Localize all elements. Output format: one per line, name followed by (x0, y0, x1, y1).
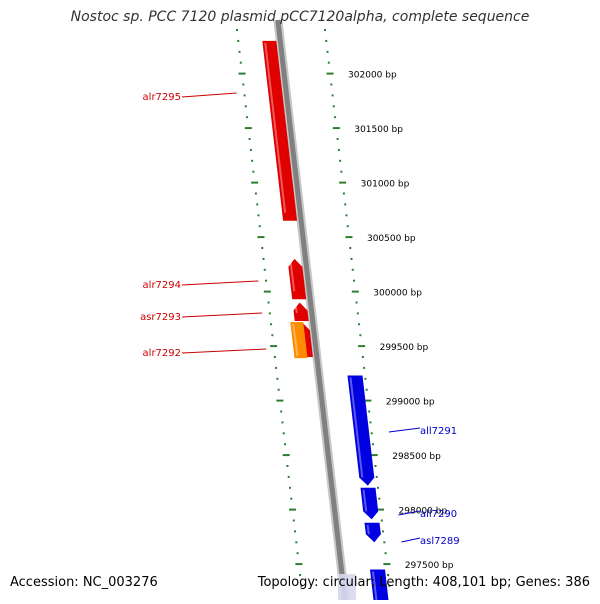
position-label: 301500 bp (354, 125, 403, 135)
gene-highlight (362, 489, 368, 512)
tick-layer (236, 29, 391, 587)
position-label: 299500 bp (380, 343, 429, 353)
position-label: 300500 bp (367, 234, 416, 244)
reverse-gene (370, 569, 389, 604)
position-label: 298000 bp (399, 507, 448, 517)
label-layer: 302000 bp 301500 bp 301000 bp 300500 bp 3000… (140, 71, 459, 571)
gene-highlight (349, 377, 364, 478)
position-label: 298500 bp (392, 452, 441, 462)
gene-leader-line (181, 92, 237, 98)
gene-fade (338, 574, 356, 600)
position-label: 302000 bp (348, 71, 397, 81)
gene-highlight (371, 571, 378, 604)
backbone-line (275, 19, 348, 604)
gene-label: alr7294 (143, 280, 181, 291)
gene-leader-line (181, 280, 259, 286)
gene-leader-line (388, 427, 421, 433)
position-label: 301000 bp (361, 180, 410, 190)
gene-highlight (292, 323, 299, 357)
gene-label: alr7295 (143, 92, 181, 103)
position-label: 299000 bp (386, 398, 435, 408)
gene-highlight (294, 304, 298, 314)
reverse-gene (347, 375, 375, 486)
topology-summary: Topology: circular; Length: 408,101 bp; … (257, 575, 590, 590)
position-label: 300000 bp (373, 289, 422, 299)
map-title: Nostoc sp. PCC 7120 plasmid pCC7120alpha… (70, 9, 530, 25)
gene-highlight (289, 260, 296, 292)
gene-highlight (366, 524, 370, 535)
gene-leader-line (181, 348, 267, 354)
gene-label: asr7293 (140, 312, 181, 323)
reverse-gene (360, 487, 379, 520)
gene-label: alr7292 (143, 348, 181, 359)
backbone-layer (273, 19, 350, 604)
forward-gene (288, 258, 307, 300)
accession-label: Accession: NC_003276 (10, 575, 158, 590)
rna-gene (290, 322, 308, 359)
gene-layer (262, 40, 389, 604)
gene-label: all7291 (420, 426, 457, 437)
gene-leader-line (181, 312, 263, 318)
reverse-gene (364, 522, 381, 543)
gene-label: all7290 (420, 509, 457, 520)
gene-highlight (264, 42, 287, 213)
gene-leader-line (401, 537, 421, 543)
forward-gene (262, 40, 298, 221)
gene-label: asl7289 (420, 536, 460, 547)
forward-gene (293, 302, 309, 321)
gene-leader-line (398, 510, 421, 516)
position-label: 297500 bp (405, 561, 454, 571)
